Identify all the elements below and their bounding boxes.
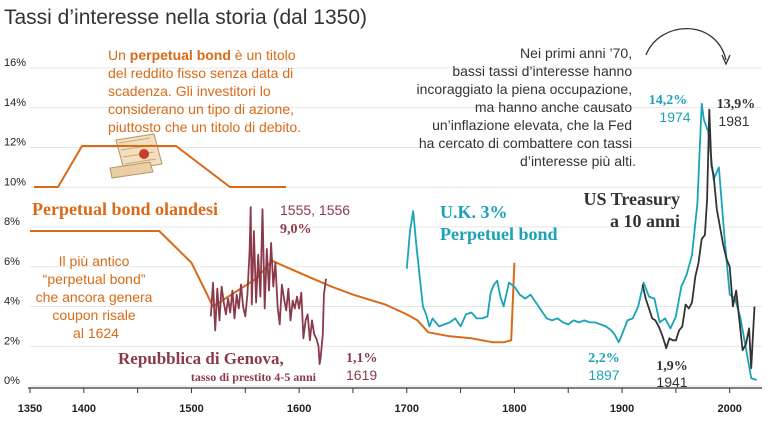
genova-series-label: Repubblica di Genova, (118, 349, 284, 368)
uk-low-year: 1897 (588, 367, 619, 383)
chart-title: Tassi d’interesse nella storia (dal 1350… (4, 6, 367, 29)
dutch-series-label: Perpetual bond olandesi (32, 199, 218, 219)
x-tick-label: 1800 (502, 403, 526, 415)
y-tick-label: 6% (4, 256, 20, 268)
seventies-callout-line: incoraggiato la piena occupazione, (417, 81, 633, 97)
perpetual-callout-post: è un titolo (231, 47, 296, 63)
x-tick-label: 2000 (717, 403, 741, 415)
perpetual-callout-pre: Un (108, 47, 130, 63)
uk-series-label: U.K. 3% (440, 202, 508, 222)
oldest-callout-line: che ancora genera (36, 289, 153, 305)
uk-series-sublabel: Perpetuel bond (440, 224, 558, 244)
peak-value-label: 9,0% (280, 222, 312, 237)
x-tick-label: 1400 (72, 403, 96, 415)
oldest-callout-line: coupon risale (52, 307, 135, 323)
seventies-callout-line: Nei primi anni ’70, (520, 45, 632, 61)
x-tick-label: 1900 (610, 403, 634, 415)
oldest-callout-line: al 1624 (73, 325, 119, 341)
seventies-callout-line: d’interesse più alti. (520, 153, 636, 169)
y-axis-ticks: 0% 2% 4% 6% 8% 10% 12% 14% 16% (4, 57, 26, 387)
arc-arrow (645, 27, 727, 61)
y-tick-label: 0% (4, 375, 20, 387)
perpetual-callout: Un perpetual bond è un titolo del reddit… (108, 47, 301, 135)
us-peak-value: 13,9% (717, 97, 756, 112)
scroll-icon (109, 133, 163, 179)
genova-series-sublabel: tasso di prestito 4-5 anni (191, 370, 317, 384)
peak-years-label: 1555, 1556 (280, 202, 350, 218)
uk-peak-year: 1974 (659, 109, 690, 125)
oldest-callout-line: Il più antico (59, 253, 130, 269)
seventies-callout: Nei primi anni ’70, bassi tassi d’intere… (417, 45, 637, 169)
x-tick-label: 1700 (395, 403, 419, 415)
seventies-callout-line: un’inflazione elevata, che la Fed (432, 117, 632, 133)
uk-low-value: 2,2% (588, 351, 620, 366)
y-tick-label: 12% (4, 137, 26, 149)
dutch-callout-connector (34, 145, 286, 188)
x-tick-label: 1600 (287, 403, 311, 415)
low-value-label: 1,1% (346, 351, 378, 366)
us-series-sublabel: a 10 anni (610, 211, 680, 231)
x-tick-label: 1350 (18, 403, 42, 415)
y-tick-label: 10% (4, 176, 26, 188)
y-tick-label: 2% (4, 335, 20, 347)
us-low-year: 1941 (656, 374, 687, 390)
x-tick-label: 1500 (179, 403, 203, 415)
perpetual-callout-line: del reddito fisso senza data di (108, 65, 293, 81)
y-tick-label: 14% (4, 97, 26, 109)
y-tick-label: 4% (4, 296, 20, 308)
perpetual-callout-bold: perpetual bond (130, 47, 231, 63)
y-tick-label: 8% (4, 216, 20, 228)
series-line-dutch (30, 230, 516, 344)
series-line-uk (405, 102, 757, 381)
perpetual-callout-line: scadenza. Gli investitori lo (108, 83, 271, 99)
uk-peak-value: 14,2% (649, 93, 688, 108)
us-low-value: 1,9% (656, 359, 688, 374)
x-axis-ticks: 1350 1400 1500 1600 1700 1800 1900 2000 (18, 388, 742, 415)
series-line-us (641, 108, 756, 369)
low-year-label: 1619 (346, 367, 377, 383)
perpetual-callout-line: piuttosto che un titolo di debito. (108, 119, 301, 135)
perpetual-callout-line: considerano un tipo di azione, (108, 101, 294, 117)
us-series-label: US Treasury (583, 189, 680, 209)
arc-arrowhead (721, 54, 731, 66)
seventies-callout-line: ma hanno anche causato (475, 99, 632, 115)
y-tick-label: 16% (4, 57, 26, 69)
series-layer (30, 102, 757, 381)
seventies-callout-line: ha cercato di combattere con tassi (419, 135, 632, 151)
oldest-callout-line: “perpetual bond” (43, 271, 146, 287)
oldest-bond-callout: Il più antico “perpetual bond” che ancor… (36, 253, 157, 341)
us-peak-year: 1981 (718, 113, 749, 129)
series-line-genova (209, 206, 327, 365)
seventies-callout-line: bassi tassi d’interesse hanno (452, 63, 632, 79)
